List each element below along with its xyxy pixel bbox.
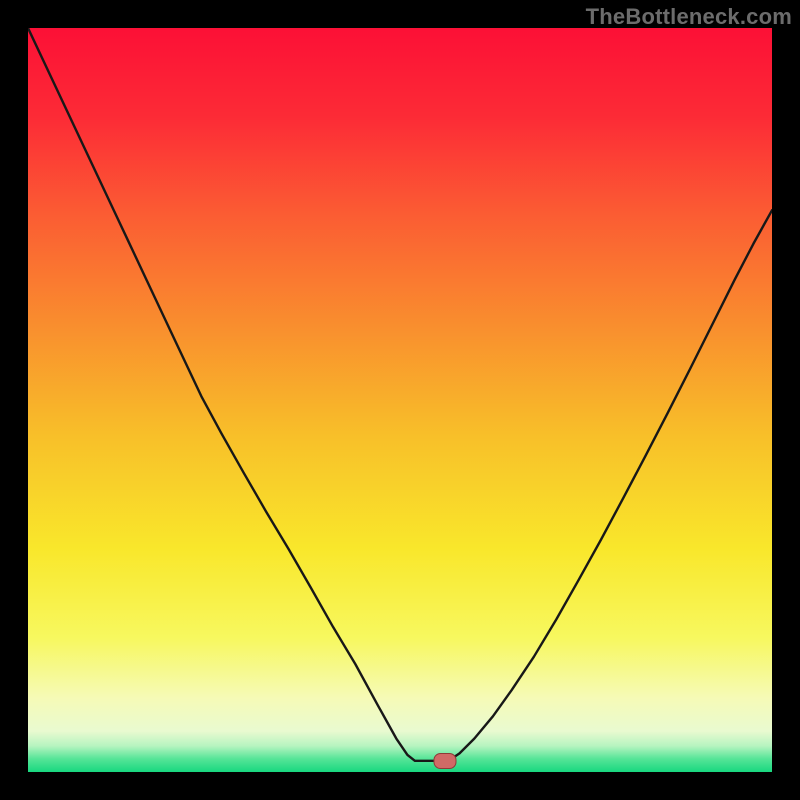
optimum-marker: [433, 753, 456, 769]
chart-frame: TheBottleneck.com: [0, 0, 800, 800]
watermark-text: TheBottleneck.com: [586, 4, 792, 30]
plot-area: [28, 28, 772, 772]
bottleneck-curve: [28, 28, 772, 772]
